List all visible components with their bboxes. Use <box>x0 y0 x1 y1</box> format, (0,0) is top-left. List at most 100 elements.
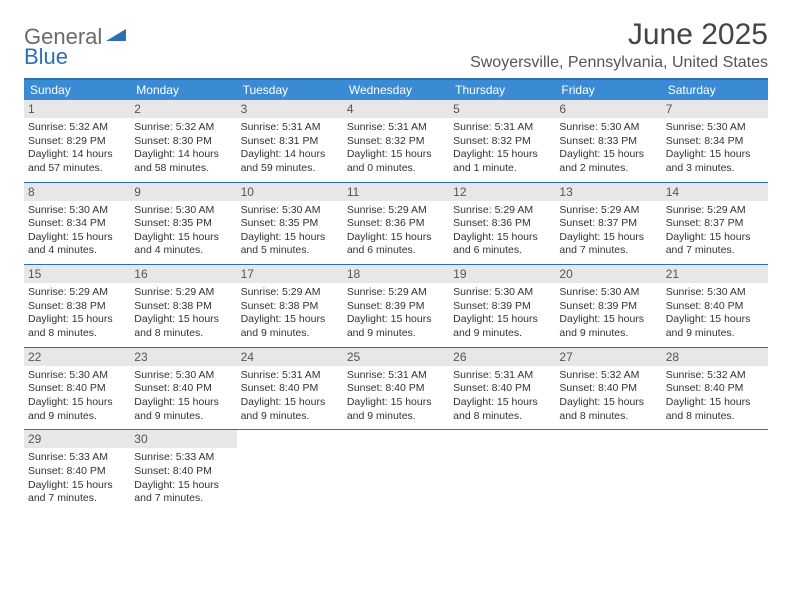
day-number: 11 <box>343 183 449 201</box>
sunset-line: Sunset: 8:35 PM <box>134 217 232 231</box>
daylight-line: Daylight: 15 hours and 1 minute. <box>453 148 551 175</box>
day-cell: 4Sunrise: 5:31 AMSunset: 8:32 PMDaylight… <box>343 100 449 182</box>
day-cell: 16Sunrise: 5:29 AMSunset: 8:38 PMDayligh… <box>130 265 236 347</box>
day-info: Sunrise: 5:29 AMSunset: 8:38 PMDaylight:… <box>241 286 339 341</box>
sunrise-line: Sunrise: 5:30 AM <box>134 204 232 218</box>
daylight-line: Daylight: 14 hours and 57 minutes. <box>28 148 126 175</box>
daylight-line: Daylight: 15 hours and 7 minutes. <box>134 479 232 506</box>
day-cell: 10Sunrise: 5:30 AMSunset: 8:35 PMDayligh… <box>237 183 343 265</box>
day-cell: 24 Sunrise: 5:31 AMSunset: 8:40 PMDayligh… <box>237 348 343 430</box>
day-cell: 23Sunrise: 5:30 AMSunset: 8:40 PMDayligh… <box>130 348 236 430</box>
day-number: 9 <box>130 183 236 201</box>
sunset-line: Sunset: 8:40 PM <box>666 300 764 314</box>
day-number: 3 <box>237 100 343 118</box>
month-title: June 2025 <box>470 18 768 52</box>
daylight-line: Daylight: 15 hours and 8 minutes. <box>28 313 126 340</box>
day-cell: 13 Sunrise: 5:29 AMSunset: 8:37 PMDayligh… <box>555 183 661 265</box>
day-cell: 30Sunrise: 5:33 AMSunset: 8:40 PMDayligh… <box>130 430 236 512</box>
day-info: Sunrise: 5:31 AMSunset: 8:40 PMDaylight:… <box>347 369 445 424</box>
empty-cell <box>237 430 343 512</box>
day-cell: 21Sunrise: 5:30 AMSunset: 8:40 PMDayligh… <box>662 265 768 347</box>
sunset-line: Sunset: 8:36 PM <box>347 217 445 231</box>
day-header-row: SundayMondayTuesdayWednesdayThursdayFrid… <box>24 80 768 100</box>
sunrise-line: Sunrise: 5:29 AM <box>347 204 445 218</box>
day-info: Sunrise: 5:29 AMSunset: 8:38 PMDaylight:… <box>28 286 126 341</box>
day-cell: 2Sunrise: 5:32 AMSunset: 8:30 PMDaylight… <box>130 100 236 182</box>
sunset-line: Sunset: 8:37 PM <box>666 217 764 231</box>
day-header: Monday <box>130 80 236 100</box>
sunset-line: Sunset: 8:40 PM <box>347 382 445 396</box>
daylight-line: Daylight: 15 hours and 4 minutes. <box>134 231 232 258</box>
day-info: Sunrise: 5:30 AMSunset: 8:35 PMDaylight:… <box>134 204 232 259</box>
day-number: 10 <box>237 183 343 201</box>
day-cell: 14Sunrise: 5:29 AMSunset: 8:37 PMDayligh… <box>662 183 768 265</box>
day-number: 15 <box>24 265 130 283</box>
sunrise-line: Sunrise: 5:30 AM <box>666 121 764 135</box>
daylight-line: Daylight: 15 hours and 9 minutes. <box>241 396 339 423</box>
sunrise-line: Sunrise: 5:30 AM <box>28 204 126 218</box>
day-cell: 11 Sunrise: 5:29 AMSunset: 8:36 PMDayligh… <box>343 183 449 265</box>
sunrise-line: Sunrise: 5:30 AM <box>559 121 657 135</box>
location: Swoyersville, Pennsylvania, United State… <box>470 54 768 72</box>
day-cell: 5Sunrise: 5:31 AMSunset: 8:32 PMDaylight… <box>449 100 555 182</box>
sunrise-line: Sunrise: 5:31 AM <box>347 121 445 135</box>
day-info: Sunrise: 5:33 AMSunset: 8:40 PMDaylight:… <box>28 451 126 506</box>
sunset-line: Sunset: 8:40 PM <box>28 382 126 396</box>
sunset-line: Sunset: 8:37 PM <box>559 217 657 231</box>
day-header: Wednesday <box>343 80 449 100</box>
week-row: 8Sunrise: 5:30 AMSunset: 8:34 PMDaylight… <box>24 182 768 265</box>
week-row: 22Sunrise: 5:30 AMSunset: 8:40 PMDayligh… <box>24 347 768 430</box>
day-cell: 3 Sunrise: 5:31 AMSunset: 8:31 PMDaylight… <box>237 100 343 182</box>
daylight-line: Daylight: 15 hours and 8 minutes. <box>559 396 657 423</box>
sunrise-line: Sunrise: 5:29 AM <box>559 204 657 218</box>
sunrise-line: Sunrise: 5:31 AM <box>453 369 551 383</box>
sunset-line: Sunset: 8:38 PM <box>28 300 126 314</box>
sunset-line: Sunset: 8:34 PM <box>28 217 126 231</box>
sunset-line: Sunset: 8:35 PM <box>241 217 339 231</box>
sunset-line: Sunset: 8:38 PM <box>134 300 232 314</box>
day-info: Sunrise: 5:32 AMSunset: 8:40 PMDaylight:… <box>666 369 764 424</box>
day-info: Sunrise: 5:29 AMSunset: 8:39 PMDaylight:… <box>347 286 445 341</box>
day-info: Sunrise: 5:29 AMSunset: 8:36 PMDaylight:… <box>347 204 445 259</box>
sunset-line: Sunset: 8:29 PM <box>28 135 126 149</box>
week-row: 29 Sunrise: 5:33 AMSunset: 8:40 PMDayligh… <box>24 429 768 512</box>
day-cell: 20Sunrise: 5:30 AMSunset: 8:39 PMDayligh… <box>555 265 661 347</box>
day-number: 30 <box>130 430 236 448</box>
day-info: Sunrise: 5:29 AMSunset: 8:37 PMDaylight:… <box>666 204 764 259</box>
day-number: 29 <box>24 430 130 448</box>
sunset-line: Sunset: 8:33 PM <box>559 135 657 149</box>
sunrise-line: Sunrise: 5:29 AM <box>347 286 445 300</box>
logo-sub: Blue <box>24 44 68 70</box>
day-number: 18 <box>343 265 449 283</box>
calendar-page: General June 2025 Swoyersville, Pennsylv… <box>0 0 792 530</box>
daylight-line: Daylight: 15 hours and 9 minutes. <box>28 396 126 423</box>
day-info: Sunrise: 5:32 AMSunset: 8:29 PMDaylight:… <box>28 121 126 176</box>
day-info: Sunrise: 5:30 AMSunset: 8:34 PMDaylight:… <box>666 121 764 176</box>
week-row: 1Sunrise: 5:32 AMSunset: 8:29 PMDaylight… <box>24 100 768 182</box>
day-info: Sunrise: 5:30 AMSunset: 8:33 PMDaylight:… <box>559 121 657 176</box>
day-cell: 9 Sunrise: 5:30 AMSunset: 8:35 PMDaylight… <box>130 183 236 265</box>
day-info: Sunrise: 5:31 AMSunset: 8:40 PMDaylight:… <box>241 369 339 424</box>
day-header: Saturday <box>662 80 768 100</box>
daylight-line: Daylight: 15 hours and 7 minutes. <box>559 231 657 258</box>
day-cell: 15 Sunrise: 5:29 AMSunset: 8:38 PMDayligh… <box>24 265 130 347</box>
day-number: 13 <box>555 183 661 201</box>
sunset-line: Sunset: 8:40 PM <box>559 382 657 396</box>
daylight-line: Daylight: 15 hours and 9 minutes. <box>134 396 232 423</box>
day-header: Thursday <box>449 80 555 100</box>
day-number: 8 <box>24 183 130 201</box>
day-cell: 1Sunrise: 5:32 AMSunset: 8:29 PMDaylight… <box>24 100 130 182</box>
sunrise-line: Sunrise: 5:30 AM <box>134 369 232 383</box>
sunrise-line: Sunrise: 5:30 AM <box>241 204 339 218</box>
sunset-line: Sunset: 8:39 PM <box>559 300 657 314</box>
sunset-line: Sunset: 8:34 PM <box>666 135 764 149</box>
day-info: Sunrise: 5:30 AMSunset: 8:40 PMDaylight:… <box>28 369 126 424</box>
day-header: Tuesday <box>237 80 343 100</box>
week-row: 15Sunrise: 5:29 AMSunset: 8:38 PMDayligh… <box>24 264 768 347</box>
day-number: 24 <box>237 348 343 366</box>
sunset-line: Sunset: 8:30 PM <box>134 135 232 149</box>
day-info: Sunrise: 5:31 AMSunset: 8:31 PMDaylight:… <box>241 121 339 176</box>
daylight-line: Daylight: 15 hours and 9 minutes. <box>559 313 657 340</box>
day-info: Sunrise: 5:29 AMSunset: 8:38 PMDaylight:… <box>134 286 232 341</box>
day-number: 12 <box>449 183 555 201</box>
